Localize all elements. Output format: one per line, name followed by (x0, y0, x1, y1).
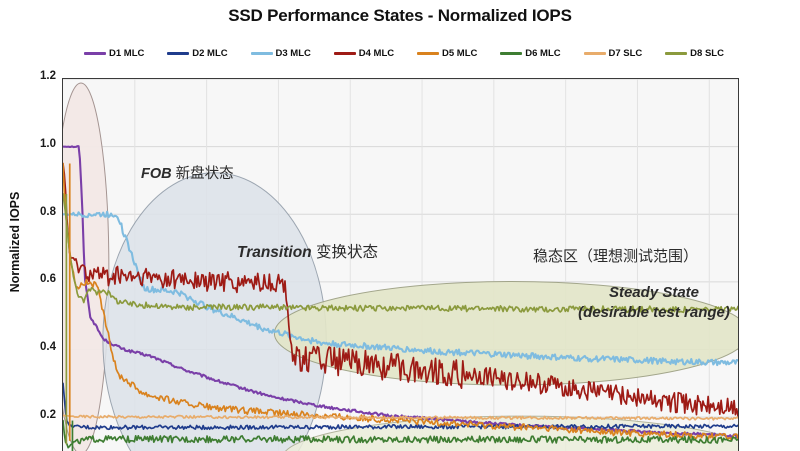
legend-swatch-icon (333, 51, 356, 55)
page-title: SSD Performance States - Normalized IOPS (228, 6, 572, 25)
y-axis-tick-label: 1.0 (40, 137, 56, 150)
legend-item-label: D4 MLC (358, 47, 395, 59)
y-axis-tick-label: 0.8 (40, 205, 56, 218)
plot-area: FOB 新盘状态 Transition 变换状态 稳态区（理想测试范围） Ste… (62, 78, 739, 451)
y-axis-tick-label: 0.4 (40, 341, 56, 354)
y-axis-tick-label: 0.2 (40, 409, 56, 422)
legend-swatch-icon (583, 51, 606, 55)
legend-swatch-icon (84, 51, 106, 55)
legend-item-label: D3 MLC (275, 47, 311, 59)
legend-swatch-icon (167, 51, 190, 55)
y-axis-tick-label: 0.6 (40, 273, 56, 286)
legend-item-d1-mlc[interactable]: D1 MLC (84, 48, 144, 59)
legend-swatch-icon (665, 51, 688, 55)
data-series-d7-slc (63, 414, 738, 421)
legend-item-label: D5 MLC (442, 47, 478, 59)
data-series-group (63, 145, 738, 449)
data-series-d5-mlc (63, 162, 738, 441)
data-series-d4-mlc (63, 162, 738, 417)
legend-swatch-icon (250, 51, 273, 55)
legend-item-label: D6 MLC (525, 47, 561, 59)
legend-item-d7-slc[interactable]: D7 SLC (583, 47, 643, 59)
region-fob-ellipse (63, 82, 110, 451)
legend-item-label: D2 MLC (192, 47, 228, 59)
data-series-d2-mlc (63, 382, 738, 431)
legend-item-d6-mlc[interactable]: D6 MLC (500, 47, 561, 59)
data-series-d6-mlc (63, 419, 738, 449)
legend-swatch-icon (417, 51, 439, 55)
legend-item-label: D8 SLC (690, 47, 724, 59)
plot-canvas (63, 79, 738, 451)
fob-transients (65, 163, 74, 451)
data-series-d3-mlc (63, 210, 738, 367)
legend-item-d3-mlc[interactable]: D3 MLC (250, 47, 311, 59)
legend-item-d8-slc[interactable]: D8 SLC (665, 48, 724, 59)
legend-item-d5-mlc[interactable]: D5 MLC (417, 48, 477, 59)
legend-item-label: D7 SLC (608, 47, 643, 59)
y-axis-title: Normalized IOPS (8, 191, 22, 293)
chart-legend: D1 MLC D2 MLC D3 MLC D4 MLC D5 MLC D6 MLC D7 S… (84, 45, 724, 61)
y-axis-tick-label: 1.2 (40, 70, 56, 82)
legend-swatch-icon (500, 51, 523, 55)
legend-item-label: D1 MLC (109, 47, 145, 59)
region-steady-upper-ellipse (273, 280, 738, 386)
legend-item-d2-mlc[interactable]: D2 MLC (167, 47, 228, 59)
data-series-d8-slc (63, 193, 738, 314)
legend-item-d4-mlc[interactable]: D4 MLC (333, 47, 395, 59)
